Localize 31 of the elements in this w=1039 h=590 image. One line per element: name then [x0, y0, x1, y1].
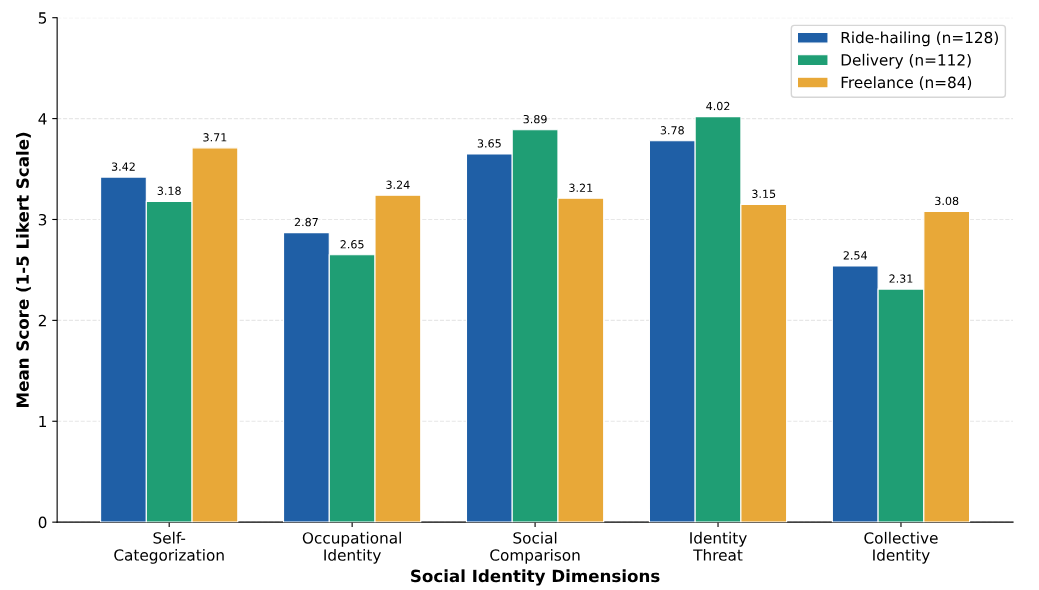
y-tick-label: 3: [38, 213, 47, 226]
x-tick-label: Social Comparison: [490, 531, 580, 564]
y-tick-label: 1: [39, 415, 47, 428]
data-label: 3.65: [477, 139, 501, 148]
data-label: 2.65: [340, 240, 364, 249]
x-tick-label: Collective Identity: [864, 531, 938, 564]
y-tick-label: 4: [38, 113, 47, 125]
y-axis-title: Mean Score (1-5 Likert Scale): [16, 132, 31, 407]
data-label: 3.42: [111, 162, 135, 171]
data-label: 3.71: [203, 133, 227, 142]
data-label: 3.08: [935, 196, 959, 206]
legend-label: Ride-hailing (n=128): [841, 31, 998, 47]
x-tick-label: Occupational Identity: [302, 531, 401, 564]
x-axis-title: Social Identity Dimensions: [411, 569, 660, 586]
data-label: 3.78: [660, 126, 684, 135]
data-label: 3.89: [523, 114, 547, 124]
data-label: 4.02: [706, 101, 730, 111]
data-label: 2.54: [843, 251, 867, 260]
data-label: 3.21: [569, 183, 593, 192]
y-tick-label: 2: [38, 314, 46, 327]
data-label: 3.18: [157, 186, 181, 195]
y-tick-label: 5: [38, 12, 47, 24]
data-label: 3.15: [752, 189, 776, 199]
legend-label: Freelance (n=84): [841, 76, 972, 90]
y-tick-label: 0: [38, 516, 47, 529]
data-label: 2.87: [294, 217, 318, 227]
legend-label: Delivery (n=112): [841, 53, 971, 69]
x-tick-label: Identity Threat: [690, 531, 747, 561]
x-tick-label: Self- Categorization: [114, 531, 224, 564]
data-label: 3.24: [386, 180, 410, 189]
data-label: 2.31: [889, 274, 913, 283]
